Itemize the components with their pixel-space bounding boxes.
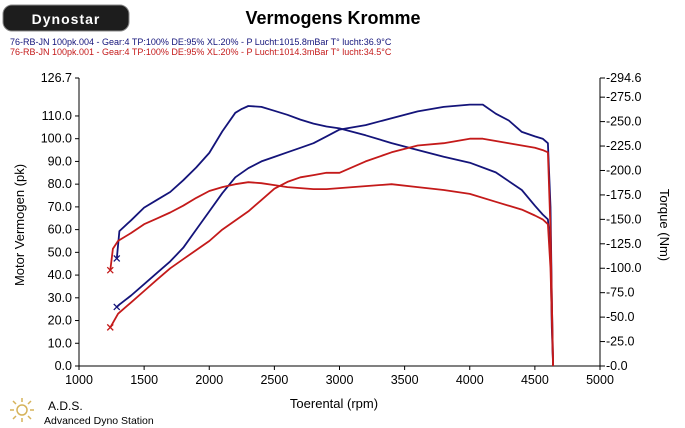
y2-tick-label: -75.0 [606, 286, 635, 300]
y-tick-label: 0.0 [55, 359, 72, 373]
y-tick-label: 10.0 [48, 336, 72, 350]
y-tick-label: 20.0 [48, 314, 72, 328]
y-tick-label: 40.0 [48, 268, 72, 282]
y2-tick-label: -100.0 [606, 261, 641, 275]
x-tick-label: 2000 [195, 373, 223, 387]
series-line-1-left [116, 103, 554, 367]
y-tick-label: 100.0 [41, 132, 72, 146]
y2-tick-label: -25.0 [606, 335, 635, 349]
series-line-4-right [109, 181, 554, 367]
series-start-marker-4 [106, 266, 114, 274]
y-tick-label: 110.0 [42, 109, 72, 123]
legend-line-1: 76-RB-JN 100pk.004 - Gear:4 TP:100% DE:9… [10, 37, 392, 47]
y2-tick-label: -200.0 [606, 163, 641, 177]
series-start-marker-3 [106, 323, 114, 331]
x-tick-label: 2500 [260, 373, 288, 387]
x-tick-label: 3500 [391, 373, 419, 387]
logo-text: Dynostar [32, 11, 101, 27]
y2-tick-label: -275.0 [606, 90, 641, 104]
x-tick-label: 3000 [326, 373, 354, 387]
axes: 1000 1500 2000 2500 3000 3500 4000 4500 5000 0.0 1… [41, 71, 642, 387]
y-tick-label: 50.0 [48, 245, 72, 259]
y2-axis-title: Torque (Nm) [657, 189, 672, 261]
y2-tick-label: -0.0 [606, 359, 628, 373]
x-tick-label: 1000 [65, 373, 93, 387]
y-tick-label: 60.0 [48, 223, 72, 237]
sun-icon [10, 398, 34, 422]
y-tick-label: 90.0 [48, 154, 72, 168]
series-layer [106, 103, 554, 367]
x-tick-label: 4500 [521, 373, 549, 387]
legend-line-2: 76-RB-JN 100pk.001 - Gear:4 TP:100% DE:9… [10, 47, 392, 57]
chart-title: Vermogens Kromme [245, 8, 420, 28]
y-tick-label: 70.0 [48, 200, 72, 214]
x-tick-label: 5000 [586, 373, 614, 387]
ads-logo: A.D.S. Advanced Dyno Station [10, 398, 154, 427]
y-tick-label: 30.0 [48, 291, 72, 305]
series-line-2-right [115, 105, 554, 367]
y2-tick-label: -125.0 [606, 237, 641, 251]
y2-tick-label: -250.0 [606, 115, 641, 129]
y2-tick-label: -225.0 [606, 139, 641, 153]
y2-tick-label: -294.6 [606, 71, 641, 85]
y2-tick-label: -150.0 [606, 212, 641, 226]
series-start-marker-1 [113, 303, 121, 311]
y-tick-label: 80.0 [48, 177, 72, 191]
y2-tick-label: -50.0 [606, 310, 635, 324]
series-line-3-left [109, 137, 554, 367]
y2-tick-label: -175.0 [606, 188, 641, 202]
dynostar-logo: Dynostar [2, 4, 130, 32]
series-start-marker-2 [113, 255, 121, 262]
y-tick-label: 126.7 [41, 71, 72, 85]
footer-title: A.D.S. [48, 399, 83, 413]
x-tick-label: 1500 [130, 373, 158, 387]
y-axis-title: Motor Vermogen (pk) [12, 164, 27, 286]
x-tick-label: 4000 [456, 373, 484, 387]
x-axis-title: Toerental (rpm) [290, 396, 378, 411]
footer-subtitle: Advanced Dyno Station [44, 415, 154, 427]
